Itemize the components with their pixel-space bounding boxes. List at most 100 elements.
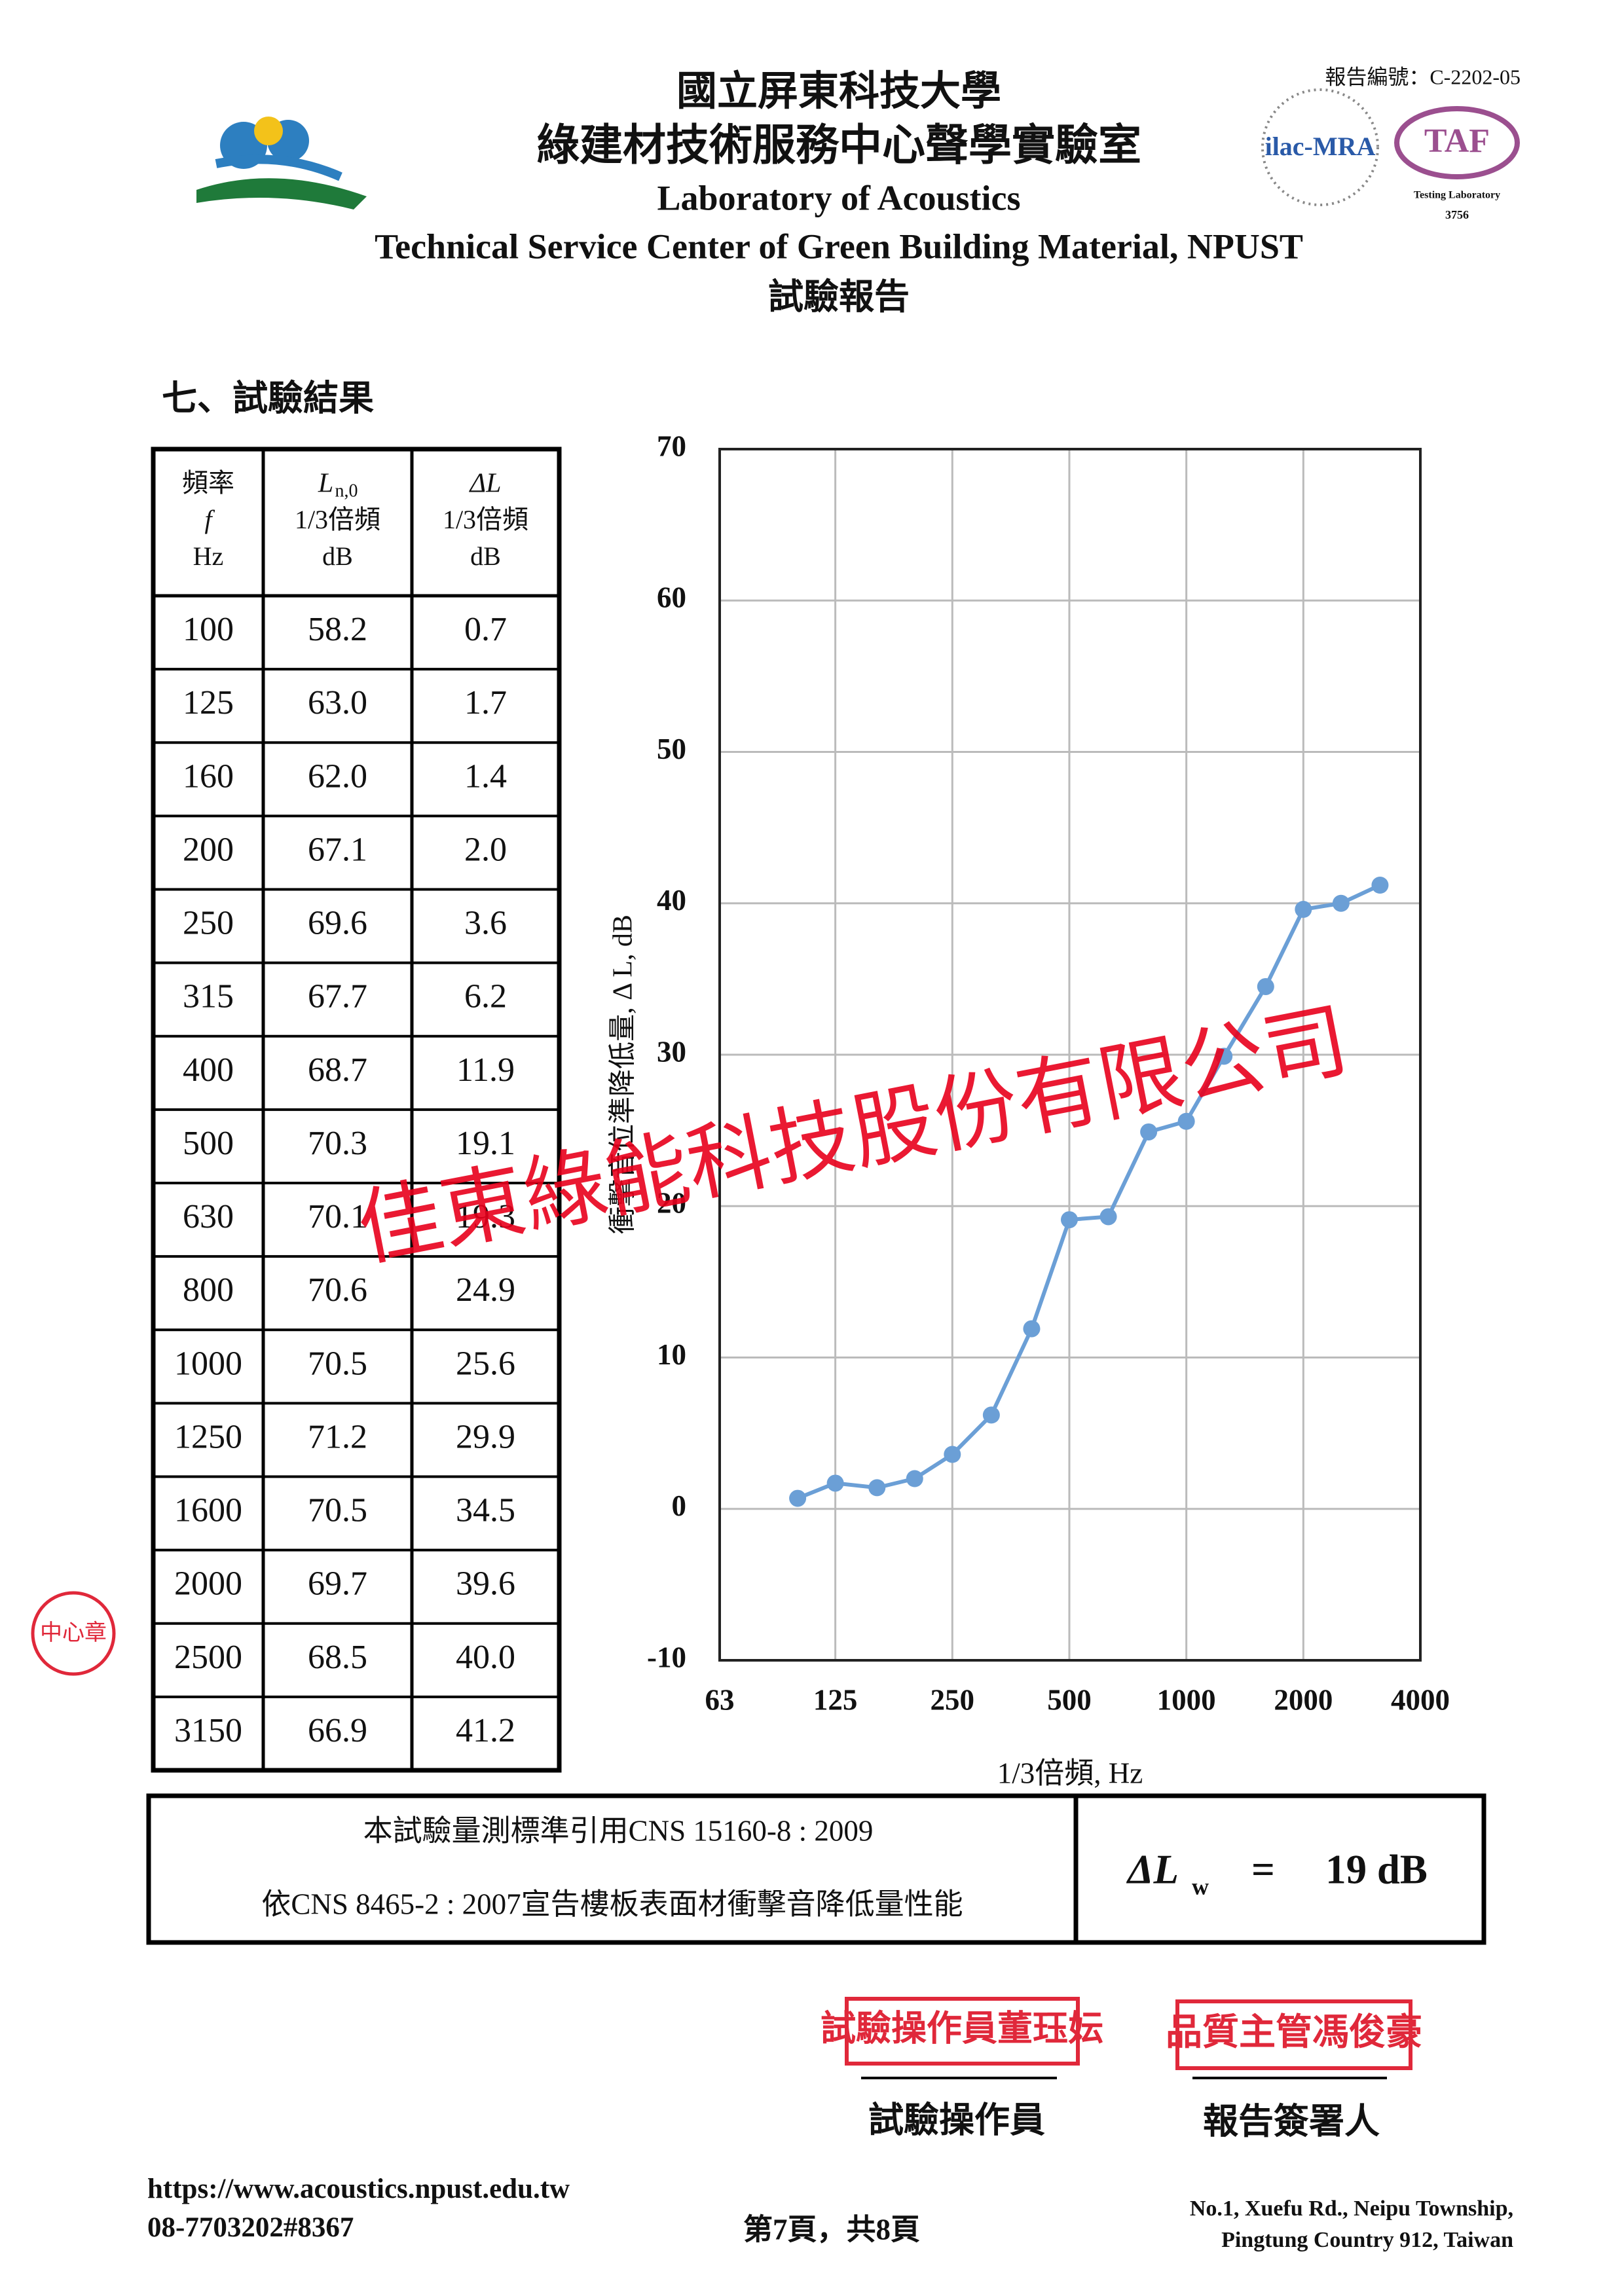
y-tick-label: 40 [657, 884, 686, 917]
header-symbol: ΔL [468, 469, 501, 499]
table-cell: 1600 [174, 1492, 242, 1529]
table-cell: 62.0 [308, 757, 367, 795]
y-tick-label: 10 [657, 1338, 686, 1371]
x-tick-label: 125 [813, 1683, 858, 1716]
table-cell: 3150 [174, 1712, 242, 1749]
table-cell: 25.6 [456, 1345, 515, 1382]
table-cell: 2500 [174, 1639, 242, 1676]
header-line: dB [470, 541, 501, 571]
header-line: dB [322, 541, 353, 571]
signature-role: 報告簽署人 [1203, 2102, 1380, 2141]
table-cell: 125 [183, 684, 234, 721]
data-point [1215, 1048, 1233, 1065]
table-cell: 66.9 [308, 1712, 367, 1749]
y-tick-label: -10 [647, 1641, 686, 1673]
table-cell: 11.9 [456, 1051, 515, 1089]
data-point [1332, 894, 1350, 912]
x-tick-label: 1000 [1157, 1683, 1216, 1716]
table-cell: 315 [183, 978, 234, 1015]
table-cell: 71.2 [308, 1418, 367, 1455]
table-cell: 1.7 [464, 684, 507, 721]
data-point [944, 1446, 961, 1463]
data-point [982, 1406, 1000, 1424]
table-cell: 70.1 [308, 1198, 367, 1235]
table-cell: 69.6 [308, 905, 367, 942]
header-line: 頻率 [182, 468, 234, 498]
table-cell: 3.6 [464, 905, 507, 942]
y-tick-label: 0 [672, 1489, 687, 1522]
y-axis-label: 衝擊音位準降低量, Δ L, dB [608, 915, 638, 1234]
data-point [789, 1489, 807, 1507]
table-cell: 2.0 [464, 831, 507, 868]
table-cell: 1250 [174, 1418, 242, 1455]
footer-address: Pingtung Country 912, Taiwan [1221, 2228, 1513, 2252]
table-cell: 500 [183, 1125, 234, 1162]
result-symbol: ΔL [1126, 1846, 1179, 1892]
footer-phone: 08-7703202#8367 [147, 2212, 354, 2243]
subtitle-en: Technical Service Center of Green Buildi… [375, 227, 1303, 266]
signature-role: 試驗操作員 [868, 2100, 1045, 2140]
y-tick-label: 50 [657, 733, 686, 765]
data-line [796, 883, 1381, 1501]
header-line: 1/3倍頻 [295, 505, 380, 534]
x-tick-label: 500 [1047, 1683, 1092, 1716]
title-zh: 國立屏東科技大學 [676, 69, 1001, 114]
data-point [1060, 1211, 1078, 1229]
data-point [1140, 1123, 1158, 1140]
header-sub: n,0 [335, 481, 358, 501]
taf-number: 3756 [1445, 208, 1469, 221]
chart: -10 0 10 20 30 40 50 60 70 63 125 250 500 1000 2000 400… [608, 429, 1450, 1789]
table-cell: 400 [183, 1051, 234, 1089]
section-title: 七、試驗結果 [162, 378, 374, 418]
result-equals: = [1251, 1846, 1275, 1892]
table-cell: 250 [183, 905, 234, 942]
table-cell: 68.5 [308, 1639, 367, 1676]
header-line: Hz [193, 541, 224, 571]
side-stamp: 中心章 [40, 1620, 107, 1645]
table-cell: 200 [183, 831, 234, 868]
data-point [826, 1474, 844, 1492]
taf-caption: Testing Laboratory [1414, 190, 1500, 201]
table-cell: 70.3 [308, 1125, 367, 1162]
table-cell: 6.2 [464, 978, 507, 1015]
table-cell: 0.7 [464, 611, 507, 648]
data-point [1257, 977, 1274, 995]
x-tick-label: 4000 [1391, 1683, 1450, 1716]
conclusion-line: 依CNS 8465-2 : 2007宣告樓板表面材衝擊音降低量性能 [261, 1887, 963, 1920]
table-cell: 19.3 [456, 1198, 515, 1235]
x-tick-label: 63 [705, 1683, 735, 1716]
header-line: f [204, 505, 215, 534]
plot-frame [718, 448, 1422, 1662]
stamp: 試驗操作員董珏妘 [821, 2009, 1103, 2048]
x-tick-label: 250 [931, 1683, 975, 1716]
x-tick-label: 2000 [1274, 1683, 1333, 1716]
page-number: 第7頁，共8頁 [743, 2213, 920, 2246]
result-sub: w [1192, 1873, 1209, 1899]
taf-ring [1394, 106, 1520, 179]
report-number: 報告編號：C-2202-05 [1325, 65, 1521, 88]
ilac-ring [1261, 88, 1379, 206]
table-cell: 100 [183, 611, 234, 648]
y-tick-label: 20 [657, 1187, 686, 1220]
side-stamp-ring [31, 1591, 116, 1676]
data-point [868, 1479, 886, 1497]
table-cell: 160 [183, 757, 234, 795]
table-cell: 70.5 [308, 1345, 367, 1382]
table-cell: 2000 [174, 1565, 242, 1603]
y-tick-label: 60 [657, 581, 686, 614]
table-cell: 630 [183, 1198, 234, 1235]
y-tick-label: 30 [657, 1035, 686, 1068]
data-point [1023, 1320, 1041, 1338]
table-cell: 40.0 [456, 1639, 515, 1676]
header-symbol: L [318, 469, 333, 499]
table-cell: 19.1 [456, 1125, 515, 1162]
stamp-box [1175, 1999, 1412, 2070]
table-cell: 34.5 [456, 1492, 515, 1529]
footer-address: No.1, Xuefu Rd., Neipu Township, [1190, 2196, 1513, 2221]
data-point [1295, 901, 1312, 918]
table-cell: 1000 [174, 1345, 242, 1382]
conclusion-line: 本試驗量測標準引用CNS 15160-8 : 2009 [363, 1814, 874, 1847]
table-cell: 70.6 [308, 1271, 367, 1309]
